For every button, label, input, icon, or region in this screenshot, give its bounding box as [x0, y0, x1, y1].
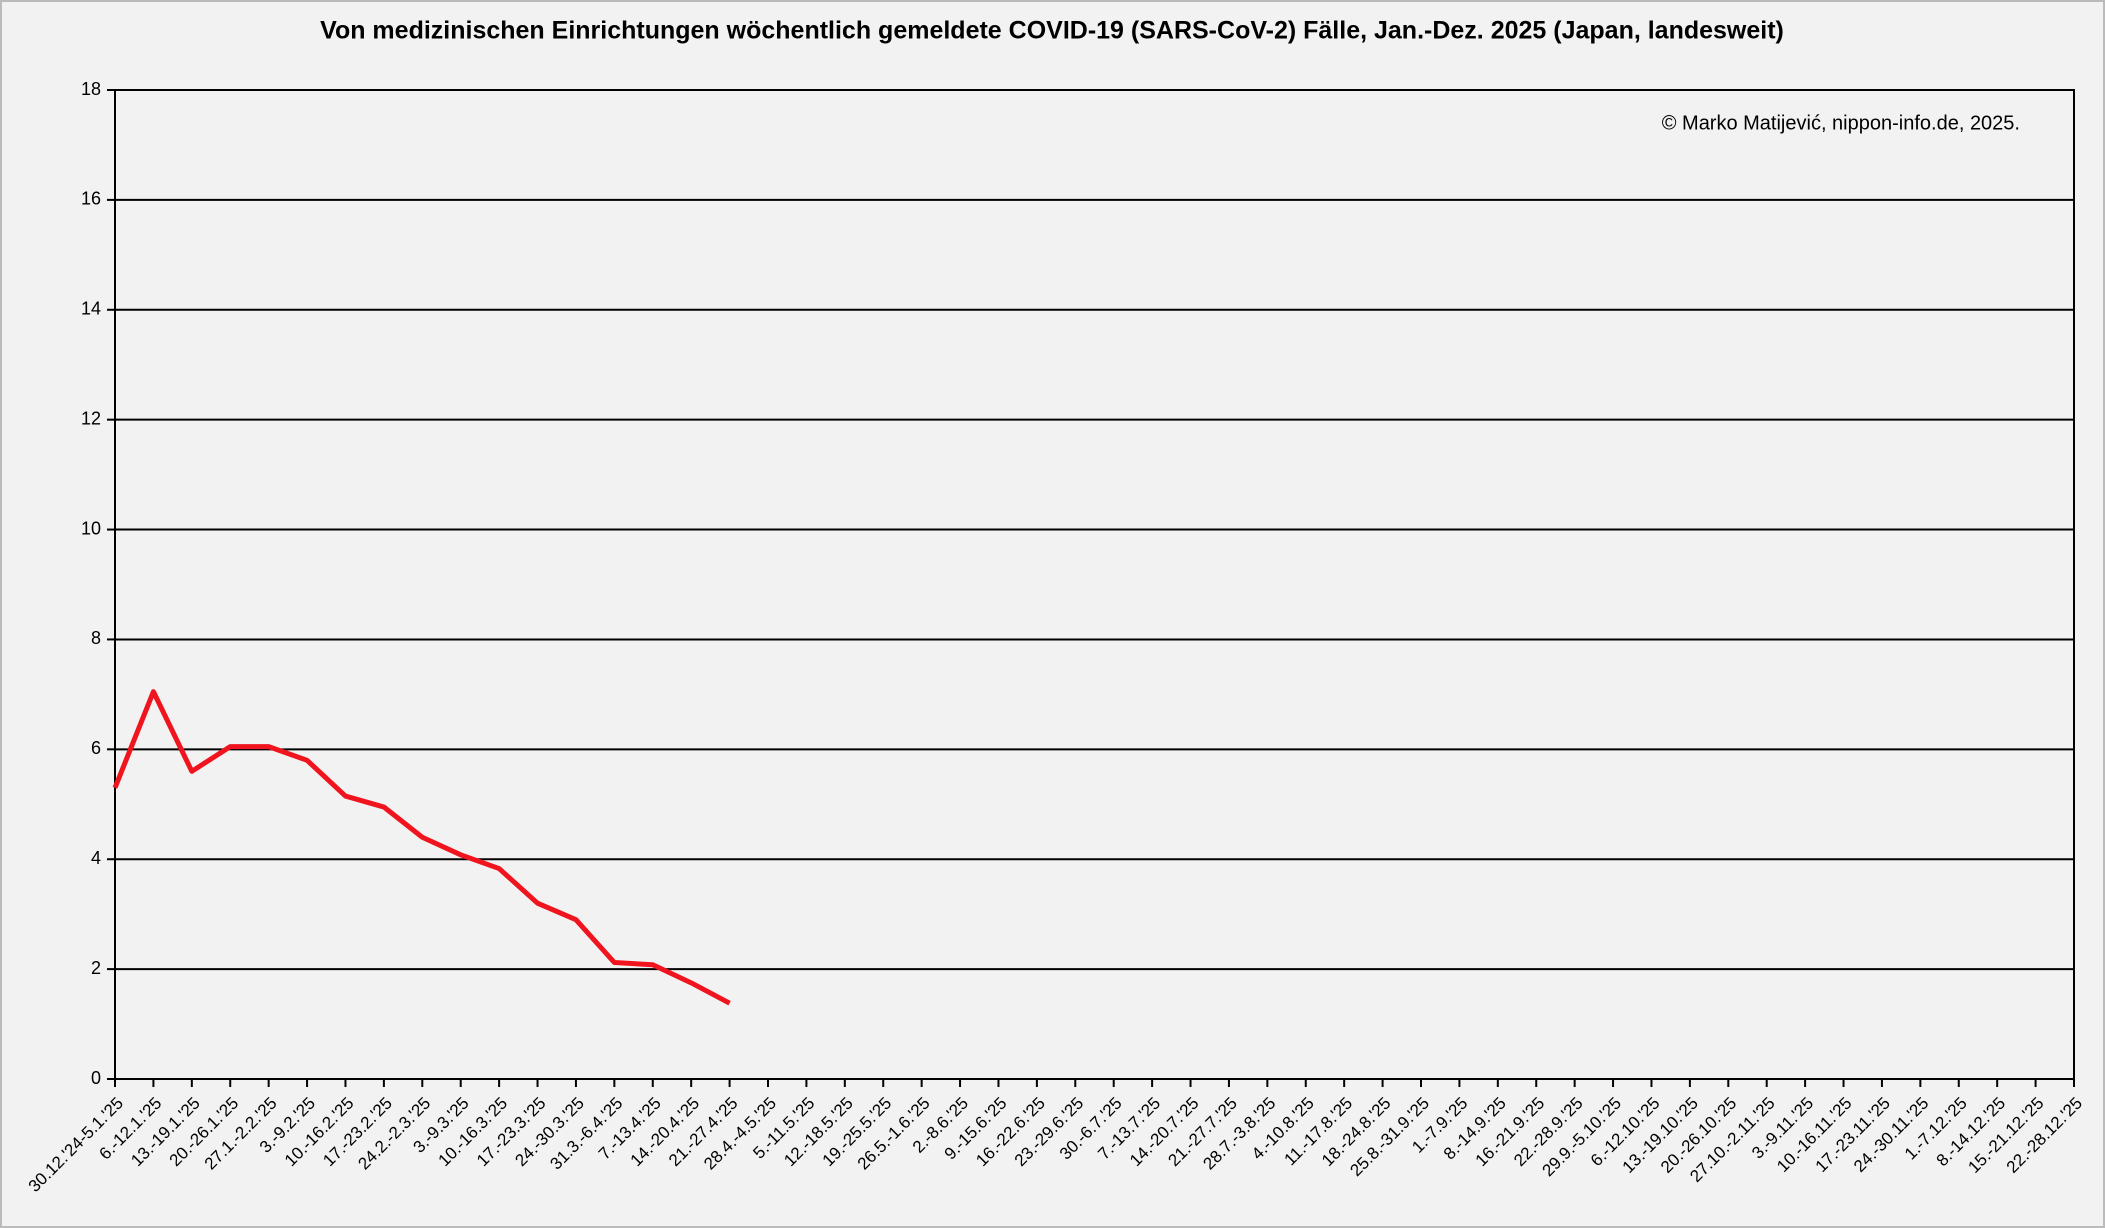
y-tick-label: 0	[91, 1068, 101, 1088]
y-tick-label: 12	[81, 408, 101, 428]
chart-title: Von medizinischen Einrichtungen wöchentl…	[320, 17, 1784, 45]
y-tick-label: 10	[81, 518, 101, 538]
data-line	[112, 689, 731, 1006]
annotation: © Marko Matijević, nippon-info.de, 2025.	[1662, 112, 2020, 134]
y-tick-label: 18	[81, 79, 101, 99]
y-tick-label: 16	[81, 189, 101, 209]
y-tick-label: 2	[91, 958, 101, 978]
y-tick-label: 8	[91, 628, 101, 648]
y-tick-label: 4	[91, 848, 101, 868]
y-tick-label: 6	[91, 738, 101, 758]
y-tick-label: 14	[81, 299, 101, 319]
